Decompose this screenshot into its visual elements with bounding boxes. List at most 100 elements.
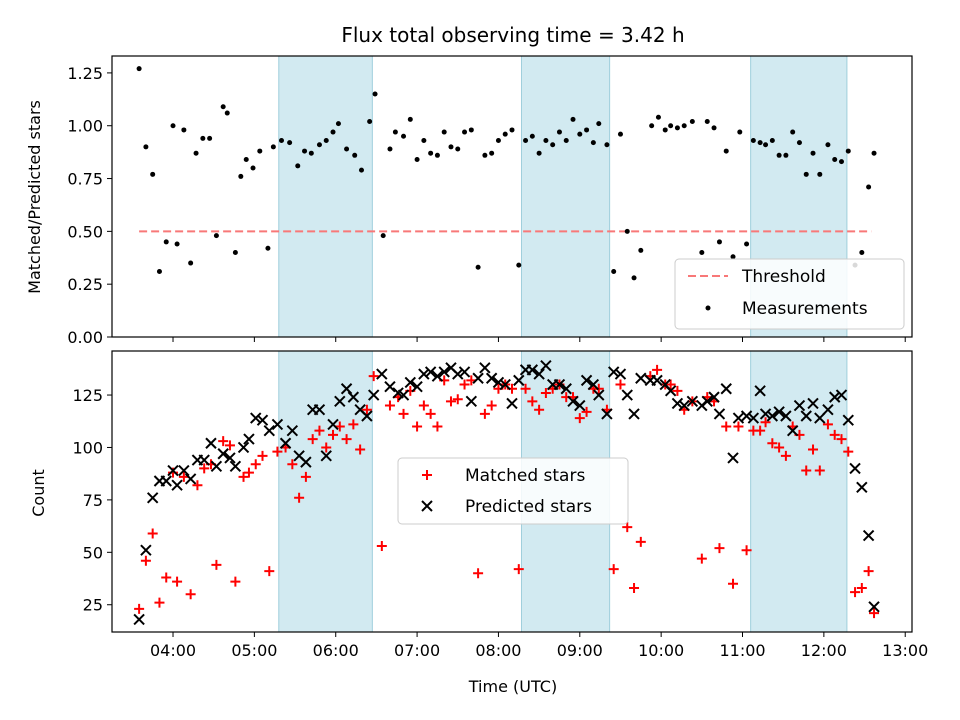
measurement-point: [550, 142, 556, 148]
predicted-point: [229, 460, 242, 473]
measurement-point: [590, 140, 596, 146]
measurement-point: [287, 140, 293, 146]
measurement-point: [556, 129, 562, 135]
predicted-point: [671, 397, 684, 410]
matched-point: [808, 444, 819, 455]
predicted-point: [686, 395, 699, 408]
predicted-point: [334, 395, 346, 408]
predicted-point: [580, 374, 593, 387]
matched-point: [287, 459, 298, 470]
measurement-point: [631, 275, 637, 281]
matched-point: [412, 421, 423, 432]
measurement-point: [783, 152, 789, 158]
y-tick-label: 125: [72, 386, 103, 405]
predicted-point: [664, 385, 677, 397]
measurement-point: [810, 150, 816, 156]
legend-bottom-box: [397, 457, 629, 525]
predicted-point: [513, 374, 525, 387]
predicted-point: [829, 391, 841, 403]
matched-point: [294, 492, 305, 503]
matched-point: [147, 528, 158, 539]
measurement-point: [136, 66, 142, 72]
measurement-point: [482, 152, 488, 158]
shaded-interval-0: [278, 350, 373, 633]
predicted-point: [635, 372, 647, 384]
predicted-point: [800, 410, 812, 422]
measurement-point: [468, 127, 474, 133]
matched-point: [230, 576, 241, 587]
measurement-point: [674, 125, 680, 131]
matched-point: [635, 536, 646, 547]
measurement-point: [421, 138, 427, 144]
predicted-point: [601, 408, 613, 420]
predicted-point: [492, 376, 505, 389]
y-tick-label: 75: [83, 491, 103, 510]
matched-point: [384, 400, 395, 411]
matched-point: [154, 597, 165, 608]
measurement-point: [502, 131, 508, 137]
measurement-point: [825, 142, 831, 148]
matched-point: [398, 408, 409, 419]
measurement-point: [392, 129, 398, 135]
matched-point: [348, 419, 359, 430]
measurement-point: [523, 138, 529, 144]
measurement-point: [207, 135, 213, 141]
matched-point: [140, 555, 151, 566]
x-tick-label: 07:00: [394, 641, 440, 660]
matched-point: [452, 394, 463, 405]
matched-point: [574, 413, 585, 424]
legend-measurements-label: Measurements: [742, 299, 868, 319]
predicted-point: [835, 389, 848, 401]
matched-point: [161, 572, 172, 583]
predicted-point: [300, 456, 312, 468]
measurement-point: [188, 260, 194, 266]
predicted-point: [167, 464, 179, 477]
matched-point: [850, 587, 861, 598]
predicted-point: [237, 441, 250, 454]
measurement-point: [796, 140, 802, 146]
measurement-point: [278, 138, 284, 144]
measurement-point: [790, 129, 796, 135]
predicted-point: [766, 410, 779, 422]
matched-point: [307, 434, 318, 445]
predicted-point: [271, 418, 284, 431]
predicted-point: [479, 362, 491, 374]
measurement-point: [845, 148, 851, 154]
measurement-point: [495, 138, 501, 144]
predicted-point: [320, 450, 332, 462]
measurement-point: [193, 150, 199, 156]
predicted-point: [713, 408, 726, 420]
matched-point: [314, 425, 325, 436]
measurement-point: [638, 247, 644, 253]
predicted-point: [347, 391, 360, 403]
matched-point: [199, 463, 210, 474]
measurement-point: [462, 129, 468, 135]
predicted-point: [793, 399, 806, 412]
measurement-point: [295, 163, 301, 169]
y-tick-label: 100: [72, 438, 103, 457]
shaded-interval-0: [278, 55, 373, 338]
measurement-point: [776, 152, 782, 158]
measurement-point: [662, 127, 668, 133]
matched-point: [185, 589, 196, 600]
predicted-point: [607, 366, 620, 378]
measurement-point: [250, 165, 256, 171]
measurement-point: [352, 152, 358, 158]
predicted-point: [404, 376, 417, 389]
predicted-point: [327, 418, 339, 431]
bottom-plot-area: 04:00 05:00 06:00 07:00 08:00 09:00 10:00 11:00…: [72, 350, 928, 660]
x-tick-label: 05:00: [231, 641, 277, 660]
matched-point: [134, 603, 145, 614]
chart-title: Flux total observing time = 3.42 h: [341, 23, 684, 47]
predicted-point: [567, 395, 579, 408]
matched-point: [218, 436, 229, 447]
measurement-point: [563, 138, 569, 144]
matched-point: [774, 442, 785, 453]
predicted-point: [732, 412, 745, 424]
predicted-point: [856, 481, 868, 494]
measurement-point: [150, 171, 156, 177]
predicted-point: [862, 529, 875, 542]
legend-top-box: [674, 258, 905, 330]
measurement-point: [200, 135, 206, 141]
predicted-point: [553, 378, 566, 391]
